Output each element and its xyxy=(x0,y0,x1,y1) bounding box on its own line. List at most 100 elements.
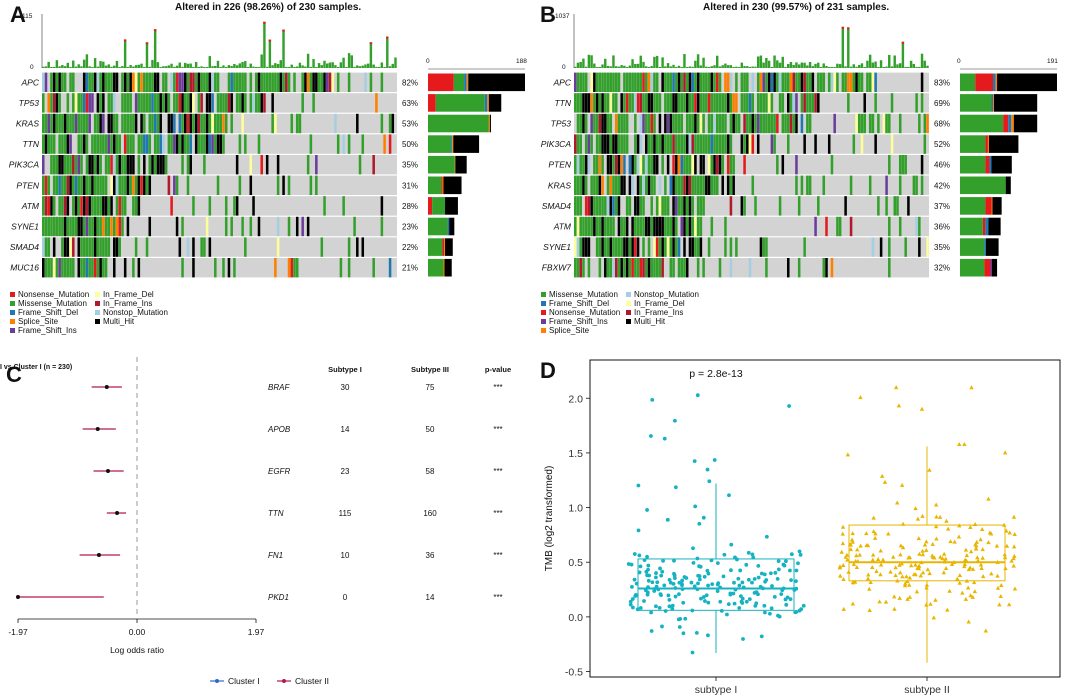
data-point xyxy=(895,500,900,505)
data-point xyxy=(970,566,976,571)
mutation-cell xyxy=(639,196,643,216)
mutation-cell xyxy=(99,93,102,113)
mutation-cell xyxy=(776,155,779,175)
mutation-cell xyxy=(72,196,75,216)
mutation-cell xyxy=(233,72,236,92)
data-point xyxy=(731,591,736,596)
tmb-bar xyxy=(148,66,151,68)
data-point xyxy=(726,602,731,607)
tmb-bar xyxy=(44,66,48,68)
tmb-bar xyxy=(88,66,91,68)
data-point xyxy=(764,534,769,539)
gene-stack-segment xyxy=(960,217,983,236)
mutation-cell xyxy=(77,196,81,216)
mutation-cell xyxy=(93,237,97,257)
legend-item: Multi_Hit xyxy=(95,317,168,326)
mutation-cell xyxy=(595,237,599,257)
mutation-cell xyxy=(680,258,684,278)
mutation-cell xyxy=(620,93,623,113)
legend-item: Missense_Mutation xyxy=(10,299,89,308)
mutation-cell xyxy=(579,175,582,195)
mutation-cell xyxy=(683,216,686,237)
data-point xyxy=(897,562,902,567)
tmb-bar xyxy=(334,65,337,68)
tmb-bar xyxy=(110,66,113,68)
data-point xyxy=(957,442,962,447)
mutation-cell xyxy=(63,72,67,92)
bar-b-max: 191 xyxy=(1047,58,1058,65)
tmb-bar xyxy=(356,65,359,68)
mutation-cell xyxy=(789,113,793,134)
mutation-cell xyxy=(694,175,697,195)
data-point xyxy=(759,634,764,639)
mutation-cell xyxy=(696,258,700,278)
mutation-cell xyxy=(361,237,365,257)
data-point xyxy=(952,539,957,544)
mutation-cell xyxy=(584,113,588,134)
mutation-cell xyxy=(347,258,351,278)
data-point xyxy=(779,592,784,597)
mutation-cell xyxy=(707,93,711,113)
mutation-cell xyxy=(52,175,56,195)
mutation-cell xyxy=(658,93,662,113)
mutation-cell xyxy=(208,237,212,257)
data-point xyxy=(762,572,767,577)
mutation-cell xyxy=(55,155,59,175)
mutation-cell xyxy=(375,93,378,113)
mutation-cell xyxy=(666,155,670,175)
tmb-bar xyxy=(104,65,108,68)
mutation-cell xyxy=(584,175,588,195)
p-value: *** xyxy=(493,593,502,602)
data-point xyxy=(907,594,913,599)
mutation-cell xyxy=(102,237,105,257)
mutation-cell xyxy=(82,196,86,216)
gene-percent: 28% xyxy=(402,202,418,211)
data-point xyxy=(796,561,800,566)
mutation-cell xyxy=(680,93,684,113)
mutation-cell xyxy=(369,72,373,92)
data-point xyxy=(1004,543,1010,548)
mutation-cell xyxy=(244,72,247,92)
mutation-cell xyxy=(639,155,643,175)
mutation-cell xyxy=(890,93,894,113)
mutation-cell xyxy=(645,93,648,113)
mutation-cell xyxy=(69,72,72,92)
mutation-cell xyxy=(148,175,152,195)
mutation-cell xyxy=(129,93,132,113)
data-point xyxy=(915,516,921,521)
mutation-cell xyxy=(694,216,697,237)
data-point xyxy=(754,601,759,606)
legend-label: Missense_Mutation xyxy=(18,299,87,308)
gene-stack-segment xyxy=(445,197,458,215)
tmb-bar xyxy=(107,64,110,68)
forest-legend-point xyxy=(282,679,286,683)
y-axis-label: TMB (log2 transformed) xyxy=(544,466,555,572)
mutation-cell xyxy=(759,93,763,113)
legend-swatch xyxy=(541,328,546,333)
mutation-cell xyxy=(574,216,577,237)
forest-x-label: Log odds ratio xyxy=(110,645,164,655)
data-point xyxy=(875,557,881,562)
mutation-cell xyxy=(683,93,686,113)
mutation-cell xyxy=(868,113,872,134)
mutation-cell xyxy=(96,134,100,154)
mutation-cell xyxy=(235,72,239,92)
mutation-cell xyxy=(866,72,869,92)
mutation-cell xyxy=(162,93,165,113)
mutation-cell xyxy=(96,175,100,195)
tmb-bar xyxy=(63,66,67,68)
data-point xyxy=(854,565,860,570)
mutation-cell xyxy=(576,72,580,92)
data-point xyxy=(670,603,675,608)
mutation-cell xyxy=(69,113,72,134)
gene-label: PTEN xyxy=(548,160,572,170)
data-point xyxy=(866,572,871,577)
tmb-bar xyxy=(614,66,618,68)
mutation-cell xyxy=(214,72,217,92)
oncoplot-a: APC 82%TP53 63%KRAS 53%TTN 50%PIK3CA 35%PTEN 3… xyxy=(9,14,525,278)
legend-swatch xyxy=(541,310,546,315)
data-point xyxy=(750,552,755,557)
mutation-cell xyxy=(918,113,921,134)
mutation-cell xyxy=(797,196,801,216)
mutation-cell xyxy=(675,93,678,113)
